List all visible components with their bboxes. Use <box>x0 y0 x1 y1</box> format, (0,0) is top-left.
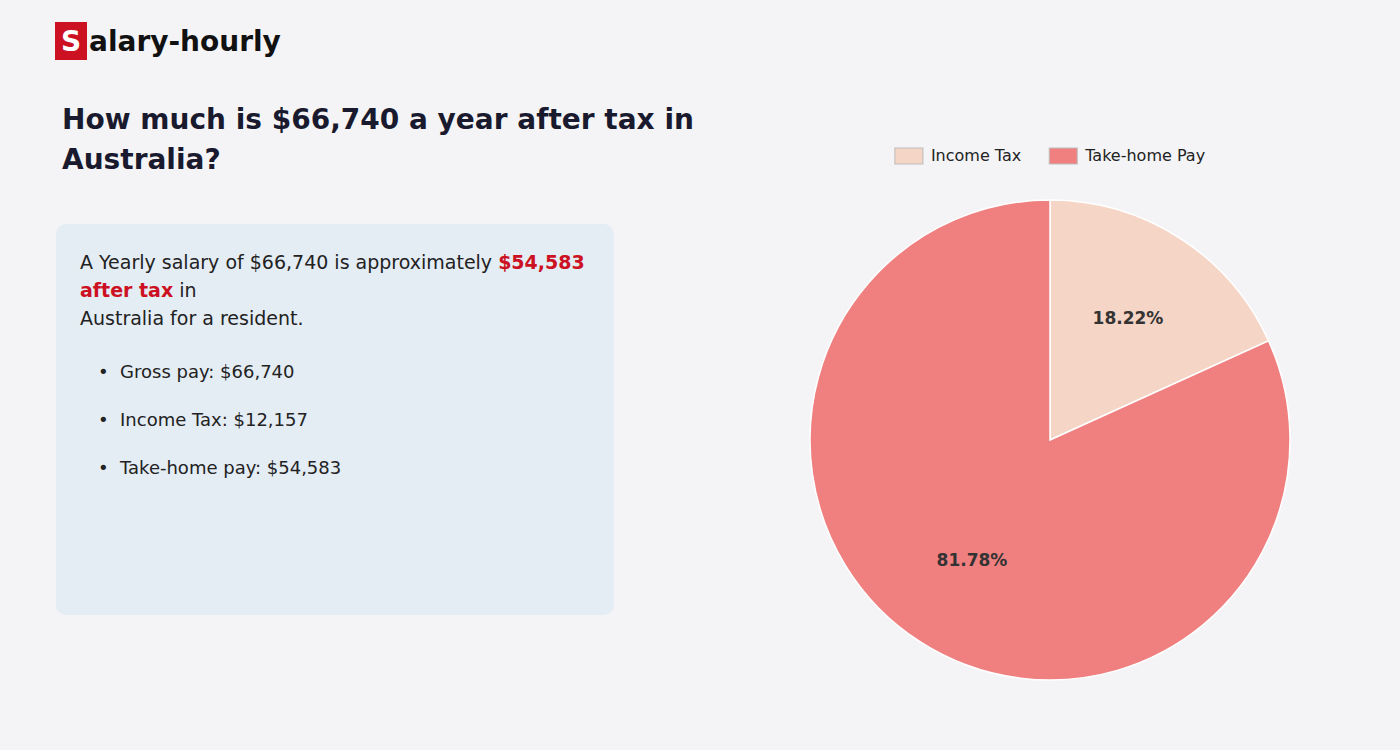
data-label: 81.78% <box>937 550 1008 570</box>
title-line: How much is $66,740 a year after tax in <box>62 100 782 140</box>
bullet-item: • Gross pay: $66,740 <box>98 358 590 386</box>
legend-item: Take-home Pay <box>1049 146 1205 165</box>
pie-slices <box>810 200 1290 680</box>
logo-text: alary-hourly <box>89 25 281 58</box>
logo: Salary-hourly <box>55 22 281 60</box>
legend-item: Income Tax <box>895 146 1021 165</box>
info-box: A Yearly salary of $66,740 is approximat… <box>56 224 614 615</box>
bullet-item: • Take-home pay: $54,583 <box>98 454 590 482</box>
pie-chart: 18.22% 81.78% Income Tax Take-home Pay <box>0 0 1400 750</box>
logo-mark: S <box>55 22 87 60</box>
bullet-item: • Income Tax: $12,157 <box>98 406 590 434</box>
pie-slice <box>810 200 1290 680</box>
legend-swatch <box>895 148 923 164</box>
title: How much is $66,740 a year after tax inA… <box>62 100 782 180</box>
info-text: in <box>173 279 196 301</box>
legend-swatch <box>1049 148 1077 164</box>
legend: Income Tax Take-home Pay <box>895 146 1205 165</box>
data-label: 18.22% <box>1093 308 1164 328</box>
info-line: A Yearly salary of $66,740 is approximat… <box>80 248 590 304</box>
info-text: A Yearly salary of $66,740 is approximat… <box>80 251 498 273</box>
legend-label: Take-home Pay <box>1084 146 1205 165</box>
pie-labels: 18.22% 81.78% <box>937 308 1164 570</box>
info-line: Australia for a resident. <box>80 304 590 332</box>
bullet-list: • Gross pay: $66,740 • Income Tax: $12,15… <box>98 358 590 482</box>
legend-label: Income Tax <box>931 146 1021 165</box>
title-line: Australia? <box>62 140 782 180</box>
